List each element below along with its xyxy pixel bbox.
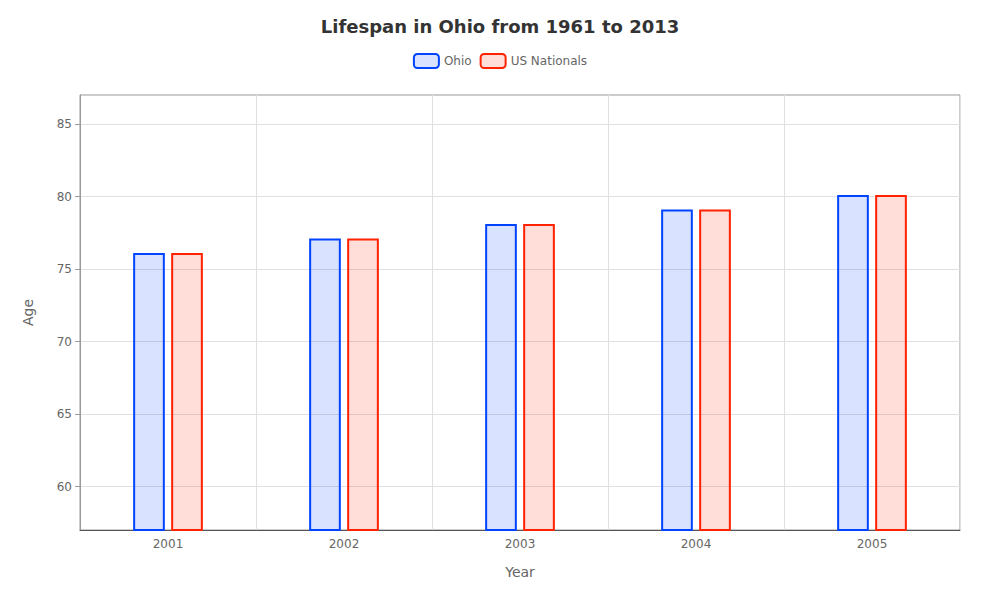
svg-text:80: 80 [57, 190, 72, 204]
svg-text:65: 65 [57, 407, 72, 421]
svg-text:85: 85 [57, 117, 72, 131]
svg-text:2005: 2005 [857, 537, 888, 551]
svg-text:2004: 2004 [681, 537, 712, 551]
svg-text:2001: 2001 [153, 537, 184, 551]
svg-text:2002: 2002 [329, 537, 360, 551]
svg-text:75: 75 [57, 262, 72, 276]
svg-text:Lifespan in Ohio from 1961 to: Lifespan in Ohio from 1961 to 2013 [321, 16, 679, 37]
svg-text:2003: 2003 [505, 537, 536, 551]
svg-text:Age: Age [20, 299, 36, 326]
svg-text:60: 60 [57, 480, 72, 494]
svg-text:US Nationals: US Nationals [511, 54, 587, 68]
svg-text:Ohio: Ohio [444, 54, 472, 68]
svg-text:70: 70 [57, 335, 72, 349]
svg-text:Year: Year [504, 564, 535, 580]
